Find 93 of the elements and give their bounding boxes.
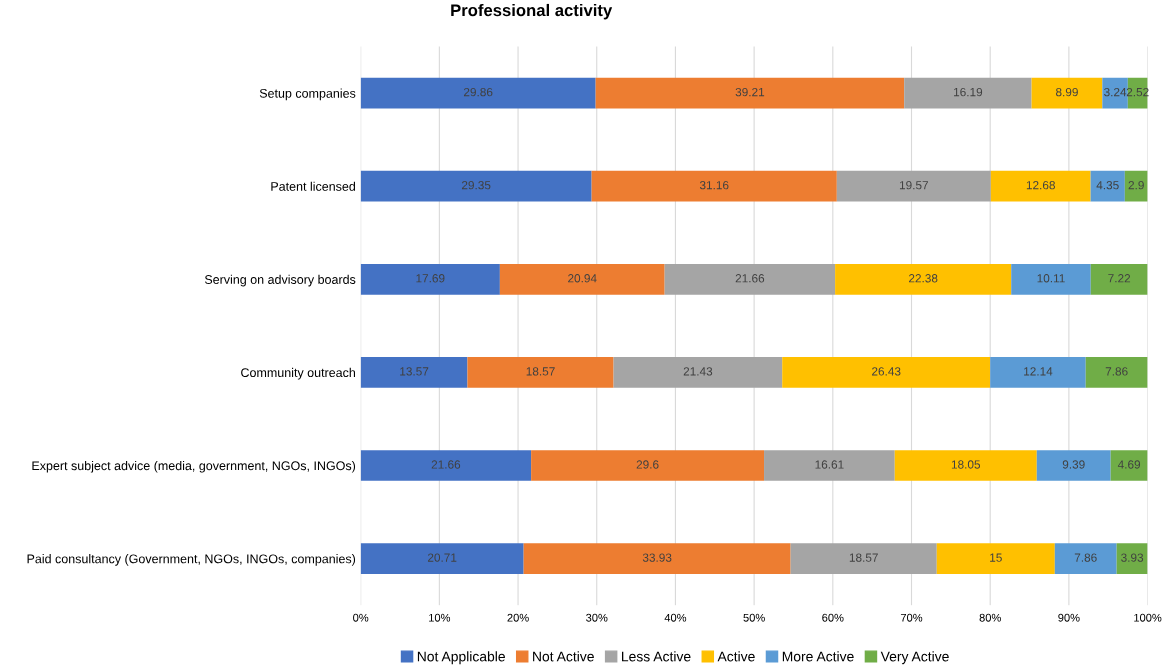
data-label: 12.14 xyxy=(1024,367,1053,376)
bar xyxy=(360,170,592,202)
bar xyxy=(904,77,1032,109)
x-tick-label: 80% xyxy=(979,613,1001,622)
data-label: 19.57 xyxy=(899,181,929,190)
data-label: 2.9 xyxy=(1128,181,1144,190)
bar xyxy=(936,543,1055,574)
data-label: 8.99 xyxy=(1055,87,1078,97)
bar xyxy=(990,170,1091,202)
y-tick-label: Paid consultancy (Government, NGOs, INGOs, companies) xyxy=(27,554,356,566)
data-label: 29.6 xyxy=(636,460,659,469)
data-label: 3.93 xyxy=(1121,553,1144,562)
bar xyxy=(764,450,895,481)
bar xyxy=(1110,450,1148,481)
x-tick-label: 70% xyxy=(900,613,923,622)
data-label: 12.68 xyxy=(1026,181,1055,190)
x-tick-label: 60% xyxy=(822,613,844,622)
bar xyxy=(591,170,837,202)
data-label: 17.69 xyxy=(416,274,445,283)
data-label: 20.94 xyxy=(568,274,597,283)
bar xyxy=(360,543,524,574)
data-label: 39.21 xyxy=(735,87,765,97)
bar xyxy=(467,357,614,388)
bar xyxy=(1090,263,1148,295)
bar xyxy=(499,263,665,295)
legend-label: More Active xyxy=(782,651,854,662)
bar xyxy=(1090,170,1125,202)
x-tick-label: 30% xyxy=(586,613,608,622)
data-label: 7.86 xyxy=(1105,367,1128,376)
x-tick-label: 40% xyxy=(664,613,687,622)
bar xyxy=(360,357,468,388)
x-tick-label: 20% xyxy=(507,613,529,622)
x-tick-label: 0% xyxy=(353,613,369,622)
data-label: 29.35 xyxy=(461,181,491,190)
data-label: 4.35 xyxy=(1096,181,1119,190)
data-label: 21.66 xyxy=(431,460,461,469)
data-label: 29.86 xyxy=(463,87,493,97)
bar xyxy=(595,77,905,109)
data-label: 9.39 xyxy=(1062,460,1085,469)
data-label: 4.69 xyxy=(1117,460,1141,469)
legend-label: Not Active xyxy=(533,651,594,662)
data-label: 20.71 xyxy=(427,553,457,562)
bar xyxy=(613,357,783,388)
legend-label: Active xyxy=(717,651,755,662)
y-tick-label: Setup companies xyxy=(259,88,356,101)
data-label: 26.43 xyxy=(872,367,901,376)
data-label: 15 xyxy=(990,553,1002,562)
data-label: 21.66 xyxy=(735,274,765,283)
data-label: 18.57 xyxy=(849,553,878,562)
data-label: 7.86 xyxy=(1074,553,1097,562)
x-tick-label: 50% xyxy=(743,613,765,622)
bar xyxy=(1011,263,1091,295)
y-tick-label: Serving on advisory boards xyxy=(204,274,356,287)
data-label: 3.24 xyxy=(1104,87,1127,97)
chart-title: Professional activity xyxy=(451,3,613,20)
data-label: 33.93 xyxy=(642,553,672,562)
bar xyxy=(664,263,836,295)
data-label: 7.22 xyxy=(1108,274,1131,283)
data-label: 21.43 xyxy=(683,367,713,376)
bar xyxy=(360,77,596,109)
data-label: 31.16 xyxy=(699,181,729,190)
legend-label: Less Active xyxy=(622,651,691,662)
bar xyxy=(835,263,1012,295)
data-label: 18.05 xyxy=(951,460,981,469)
x-tick-label: 10% xyxy=(429,613,451,622)
bar xyxy=(531,450,765,481)
x-tick-label: 90% xyxy=(1058,613,1080,622)
bar xyxy=(1036,450,1111,481)
y-tick-label: Community outreach xyxy=(241,367,355,380)
bar xyxy=(1116,543,1148,574)
bar xyxy=(790,543,937,574)
data-label: 16.61 xyxy=(815,460,844,469)
data-label: 16.19 xyxy=(954,87,983,97)
data-label: 10.11 xyxy=(1037,274,1065,283)
bar xyxy=(990,357,1086,388)
legend-label: Not Applicable xyxy=(417,651,505,665)
data-label: 22.38 xyxy=(908,274,938,283)
bar xyxy=(836,170,991,202)
bar xyxy=(360,450,532,481)
data-label: 13.57 xyxy=(400,367,429,376)
y-tick-label: Expert subject advice (media, government, NGOs, INGOs) xyxy=(32,460,356,473)
bar xyxy=(360,263,500,295)
bar xyxy=(894,450,1037,481)
y-tick-label: Patent licensed xyxy=(271,181,356,191)
bar xyxy=(523,543,791,574)
bar xyxy=(1085,357,1148,388)
bar xyxy=(1124,170,1148,202)
data-label: 18.57 xyxy=(526,367,555,376)
bar xyxy=(1054,543,1117,574)
legend-label: Very Active xyxy=(880,651,949,665)
bar xyxy=(782,357,991,388)
x-tick-label: 100% xyxy=(1134,613,1162,622)
bar xyxy=(1031,77,1103,109)
